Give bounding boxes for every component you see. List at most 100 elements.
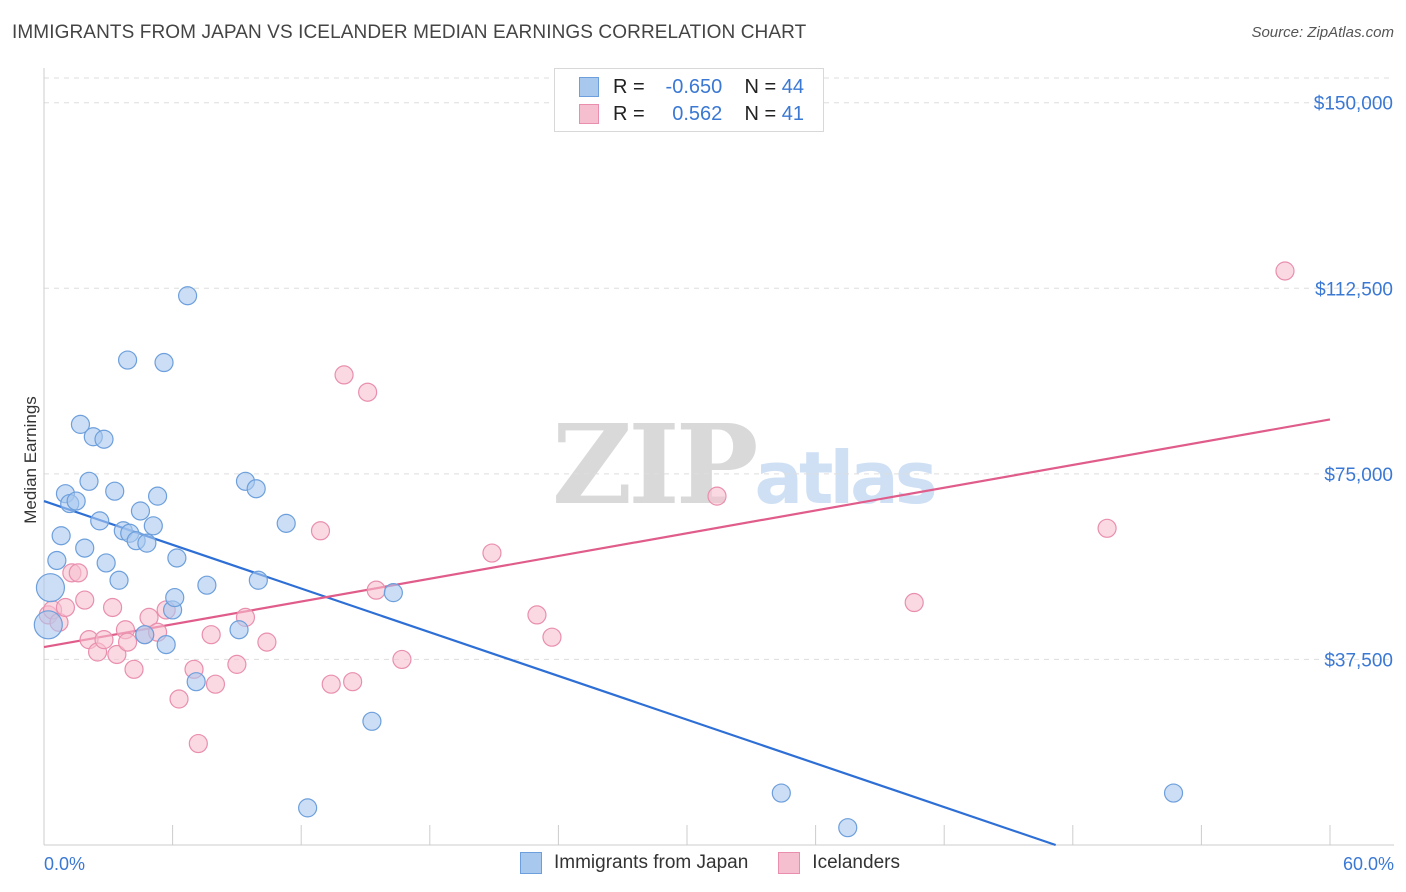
point-icelander — [527, 605, 547, 625]
point-icelander — [102, 597, 123, 618]
legend-r-label: R = — [613, 102, 645, 125]
legend-r-label: R = — [613, 75, 645, 98]
point-japan — [79, 471, 99, 491]
watermark: ZIPatlas — [552, 400, 938, 529]
point-japan — [33, 610, 63, 640]
point-japan — [105, 481, 125, 501]
y-tick-label: $75,000 — [1324, 465, 1393, 486]
series-legend: Immigrants from Japan Icelanders — [520, 852, 930, 874]
series-swatch-icelanders — [778, 852, 801, 874]
trend-lines — [43, 418, 1331, 847]
point-icelander — [358, 382, 378, 402]
source-label: Source: ZipAtlas.com — [1251, 24, 1394, 41]
legend-swatch-icelanders — [579, 104, 599, 124]
point-icelander — [107, 644, 127, 665]
point-icelander — [75, 590, 95, 610]
point-japan — [51, 526, 71, 546]
series-legend-japan[interactable]: Immigrants from Japan — [520, 852, 748, 874]
point-japan — [147, 486, 168, 506]
point-japan — [117, 350, 138, 370]
series-label-japan: Immigrants from Japan — [554, 852, 749, 873]
point-japan — [94, 429, 114, 449]
point-japan — [186, 672, 206, 692]
point-japan — [165, 587, 185, 608]
legend-n-value: 41 — [781, 102, 804, 125]
point-japan — [90, 511, 110, 531]
trend-line-japan — [43, 500, 1057, 847]
point-icelander — [68, 563, 88, 583]
legend-swatch-japan — [579, 77, 599, 97]
point-japan — [771, 783, 791, 803]
point-japan — [362, 711, 382, 731]
point-japan — [70, 414, 91, 434]
point-icelander — [124, 659, 144, 679]
legend-r-value: 0.562 — [666, 102, 723, 125]
chart-title: IMMIGRANTS FROM JAPAN VS ICELANDER MEDIA… — [12, 22, 807, 43]
series-legend-icelanders[interactable]: Icelanders — [778, 852, 900, 874]
point-icelander — [310, 521, 331, 541]
point-icelander — [94, 630, 114, 650]
point-japan — [298, 798, 318, 818]
point-japan — [178, 286, 198, 306]
y-tick-label: $150,000 — [1314, 94, 1393, 115]
tick-labels: $37,500 $75,000 $112,500 $150,000 0.0% 60.0% M… — [21, 94, 1394, 874]
correlation-legend: R = -0.650 N = 44 R = 0.562 N = 41 — [554, 68, 824, 132]
x-tick-label-min: 0.0% — [44, 854, 85, 874]
gridlines — [44, 77, 1394, 660]
legend-n-value: 44 — [781, 75, 804, 98]
watermark-zip: ZIP — [552, 400, 758, 529]
point-icelander — [188, 733, 208, 754]
trend-line-icelanders — [43, 418, 1331, 649]
point-icelander — [227, 654, 247, 674]
point-icelander — [707, 486, 727, 506]
point-icelander — [542, 627, 562, 647]
point-japan — [167, 548, 187, 568]
series-label-icelanders: Icelanders — [812, 852, 900, 873]
point-japan — [154, 352, 174, 373]
point-icelander — [117, 632, 138, 652]
point-japan — [156, 634, 176, 655]
point-japan — [66, 491, 86, 511]
point-japan — [130, 501, 151, 521]
point-japan — [75, 538, 95, 558]
point-icelander — [205, 674, 226, 694]
point-japan — [1163, 783, 1184, 803]
point-japan — [35, 573, 66, 603]
point-japan — [47, 550, 67, 571]
point-icelander — [55, 597, 76, 618]
legend-row-japan: R = -0.650 N = 44 — [579, 74, 804, 100]
point-icelander — [343, 672, 363, 692]
point-japan — [838, 818, 858, 838]
point-japan — [137, 533, 157, 553]
legend-n-label: N = — [744, 102, 777, 125]
axes — [43, 68, 1394, 846]
legend-row-icelanders: R = 0.562 N = 41 — [579, 101, 804, 127]
series-swatch-japan — [520, 852, 542, 874]
legend-n-label: N = — [744, 75, 777, 98]
point-icelander — [321, 674, 341, 694]
point-icelander — [201, 625, 221, 645]
point-japan — [248, 570, 268, 590]
point-japan — [197, 575, 217, 595]
y-tick-label: $37,500 — [1324, 650, 1393, 671]
point-icelander — [169, 689, 189, 709]
y-axis-label: Median Earnings — [21, 396, 40, 524]
point-japan — [96, 553, 116, 573]
point-icelander — [482, 543, 502, 563]
point-icelander — [1097, 518, 1117, 538]
point-japan — [229, 620, 249, 640]
point-japan — [109, 570, 129, 590]
point-icelander — [366, 580, 386, 600]
point-japan — [135, 625, 155, 645]
point-japan — [276, 513, 296, 533]
legend-r-value: -0.650 — [665, 75, 723, 98]
y-tick-label: $112,500 — [1315, 279, 1393, 300]
point-icelander — [904, 592, 924, 613]
x-tick-label-max: 60.0% — [1343, 854, 1394, 874]
point-icelander — [1275, 261, 1295, 281]
point-japan — [383, 583, 403, 603]
point-icelander — [334, 365, 354, 385]
point-icelander — [257, 632, 277, 652]
point-icelander — [392, 649, 412, 670]
